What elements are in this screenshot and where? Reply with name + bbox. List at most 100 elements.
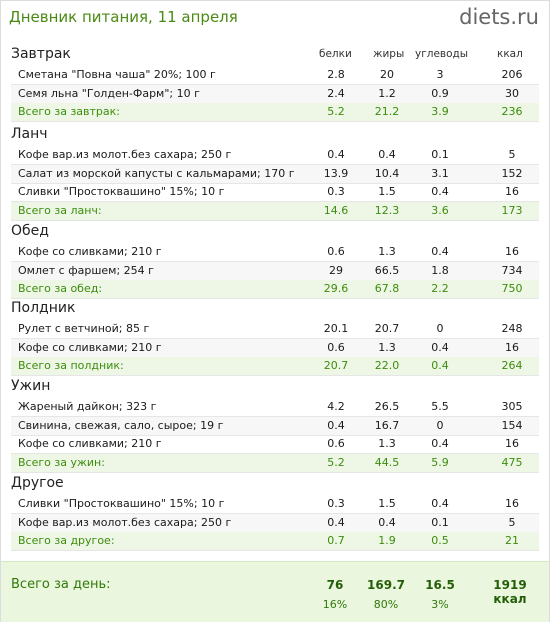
page-title: Дневник питания, 11 апреля bbox=[9, 8, 238, 26]
total-kcal: 475 bbox=[501, 455, 523, 469]
total-fat: 21.2 bbox=[374, 105, 400, 118]
kcal-value: 16 bbox=[505, 185, 519, 198]
day-total-box: Всего за день: 76 169.7 16.5 1919 ккал 1… bbox=[1, 561, 549, 622]
total-carbs: 0.4 bbox=[431, 359, 449, 372]
protein-value: 29 bbox=[329, 263, 343, 277]
carbs-value: 3.1 bbox=[431, 166, 449, 180]
fat-value: 1.5 bbox=[378, 185, 396, 198]
total-fat: 22.0 bbox=[374, 359, 400, 372]
total-carbs: 3.6 bbox=[431, 203, 449, 217]
protein-value: 0.4 bbox=[327, 148, 345, 161]
fat-value: 1.3 bbox=[378, 437, 396, 450]
food-row[interactable]: Сливки "Простоквашино" 15%; 10 г 0.3 1.5 0.… bbox=[11, 495, 539, 514]
food-row[interactable]: Кофе вар.из молот.без сахара; 250 г 0.4 0.… bbox=[11, 146, 539, 165]
total-carbs: 5.9 bbox=[431, 455, 449, 469]
protein-value: 0.6 bbox=[327, 245, 345, 258]
day-total-protein: 76 bbox=[326, 578, 344, 592]
protein-value: 0.6 bbox=[327, 437, 345, 450]
food-row[interactable]: Салат из морской капусты с кальмарами; 1… bbox=[11, 164, 539, 184]
section-title: Другое bbox=[11, 475, 64, 491]
site-logo[interactable]: diets.ru bbox=[459, 5, 539, 29]
carbs-value: 0 bbox=[436, 418, 444, 432]
total-protein: 5.2 bbox=[327, 105, 345, 118]
kcal-value: 154 bbox=[501, 418, 523, 432]
food-row[interactable]: Кофе вар.из молот.без сахара; 250 г 0.4 0.… bbox=[11, 513, 539, 533]
carbs-value: 0.4 bbox=[431, 245, 449, 258]
food-name: Кофе со сливками; 210 г bbox=[18, 245, 162, 258]
carbs-value: 0.4 bbox=[431, 185, 449, 198]
total-protein: 14.6 bbox=[323, 203, 349, 217]
food-row[interactable]: Кофе со сливками; 210 г 0.6 1.3 0.4 16 bbox=[11, 435, 539, 454]
fat-value: 1.5 bbox=[378, 497, 396, 510]
day-carbs-percent: 3% bbox=[431, 598, 449, 611]
section-total-row: Всего за другое: 0.7 1.9 0.5 21 bbox=[11, 532, 539, 551]
food-name: Жареный дайкон; 323 г bbox=[18, 400, 157, 413]
day-total-kcal: 1919 ккал bbox=[493, 578, 527, 606]
total-protein: 20.7 bbox=[323, 359, 349, 372]
kcal-value: 248 bbox=[501, 322, 523, 335]
section-title: Полдник bbox=[11, 300, 76, 316]
total-fat: 12.3 bbox=[374, 203, 400, 217]
protein-value: 2.4 bbox=[327, 86, 345, 100]
food-row[interactable]: Сливки "Простоквашино" 15%; 10 г 0.3 1.5 0.… bbox=[11, 183, 539, 202]
section-total-row: Всего за завтрак: 5.2 21.2 3.9 236 bbox=[11, 103, 539, 122]
fat-value: 16.7 bbox=[374, 418, 400, 432]
total-carbs: 3.9 bbox=[431, 105, 449, 118]
day-total-label: Всего за день: bbox=[11, 577, 111, 592]
column-header-carbs: углеводы bbox=[415, 48, 469, 60]
food-name: Сливки "Простоквашино" 15%; 10 г bbox=[18, 497, 225, 510]
food-name: Кофе вар.из молот.без сахара; 250 г bbox=[18, 148, 232, 161]
food-row[interactable]: Семя льна "Голден-Фарм"; 10 г 2.4 1.2 0.9 30 bbox=[11, 84, 539, 104]
section-total-row: Всего за ланч: 14.6 12.3 3.6 173 bbox=[11, 201, 539, 221]
total-kcal: 264 bbox=[501, 359, 523, 372]
carbs-value: 0 bbox=[436, 322, 444, 335]
food-name: Семя льна "Голден-Фарм"; 10 г bbox=[18, 86, 200, 100]
kcal-value: 5 bbox=[508, 515, 516, 529]
food-row[interactable]: Кофе со сливками; 210 г 0.6 1.3 0.4 16 bbox=[11, 243, 539, 262]
food-row[interactable]: Рулет с ветчиной; 85 г 20.1 20.7 0 248 bbox=[11, 320, 539, 339]
carbs-value: 1.8 bbox=[431, 263, 449, 277]
carbs-value: 0.4 bbox=[431, 497, 449, 510]
food-row[interactable]: Свинина, свежая, сало, сырое; 19 г 0.4 16.… bbox=[11, 416, 539, 436]
column-headers: белки жиры углеводы ккал bbox=[1, 48, 549, 64]
fat-value: 1.3 bbox=[378, 340, 396, 354]
section-total-label: Всего за завтрак: bbox=[18, 105, 121, 118]
fat-value: 10.4 bbox=[374, 166, 400, 180]
food-name: Омлет с фаршем; 254 г bbox=[18, 263, 154, 277]
food-row[interactable]: Сметана "Повна чаша" 20%; 100 г 2.8 20 3 206 bbox=[11, 66, 539, 85]
carbs-value: 0.1 bbox=[431, 515, 449, 529]
day-total-carbs: 16.5 bbox=[425, 578, 455, 592]
total-protein: 29.6 bbox=[323, 282, 349, 295]
section-title: Завтрак bbox=[11, 46, 71, 62]
total-protein: 5.2 bbox=[327, 455, 345, 469]
section-total-label: Всего за другое: bbox=[18, 534, 115, 547]
section-total-label: Всего за ужин: bbox=[18, 455, 105, 469]
kcal-value: 305 bbox=[501, 400, 523, 413]
kcal-value: 30 bbox=[505, 86, 519, 100]
kcal-value: 734 bbox=[501, 263, 523, 277]
section-title: Ужин bbox=[11, 378, 51, 394]
total-kcal: 173 bbox=[501, 203, 523, 217]
section-title: Ланч bbox=[11, 126, 48, 142]
section-total-row: Всего за обед: 29.6 67.8 2.2 750 bbox=[11, 280, 539, 299]
food-name: Рулет с ветчиной; 85 г bbox=[18, 322, 150, 335]
protein-value: 20.1 bbox=[323, 322, 349, 335]
food-name: Сливки "Простоквашино" 15%; 10 г bbox=[18, 185, 225, 198]
food-row[interactable]: Кофе со сливками; 210 г 0.6 1.3 0.4 16 bbox=[11, 338, 539, 358]
food-row[interactable]: Жареный дайкон; 323 г 4.2 26.5 5.5 305 bbox=[11, 398, 539, 417]
food-name: Кофе со сливками; 210 г bbox=[18, 340, 162, 354]
header: Дневник питания, 11 апреля diets.ru bbox=[1, 1, 549, 35]
section-total-row: Всего за полдник: 20.7 22.0 0.4 264 bbox=[11, 357, 539, 376]
section-total-row: Всего за ужин: 5.2 44.5 5.9 475 bbox=[11, 453, 539, 473]
column-header-protein: белки bbox=[319, 48, 352, 60]
total-kcal: 21 bbox=[505, 534, 519, 547]
kcal-value: 16 bbox=[505, 437, 519, 450]
carbs-value: 3 bbox=[436, 68, 444, 81]
carbs-value: 0.4 bbox=[431, 340, 449, 354]
food-row[interactable]: Омлет с фаршем; 254 г 29 66.5 1.8 734 bbox=[11, 261, 539, 281]
fat-value: 1.2 bbox=[378, 86, 396, 100]
food-name: Кофе вар.из молот.без сахара; 250 г bbox=[18, 515, 232, 529]
carbs-value: 0.4 bbox=[431, 437, 449, 450]
logo-main: diets bbox=[459, 5, 511, 29]
total-fat: 67.8 bbox=[374, 282, 400, 295]
